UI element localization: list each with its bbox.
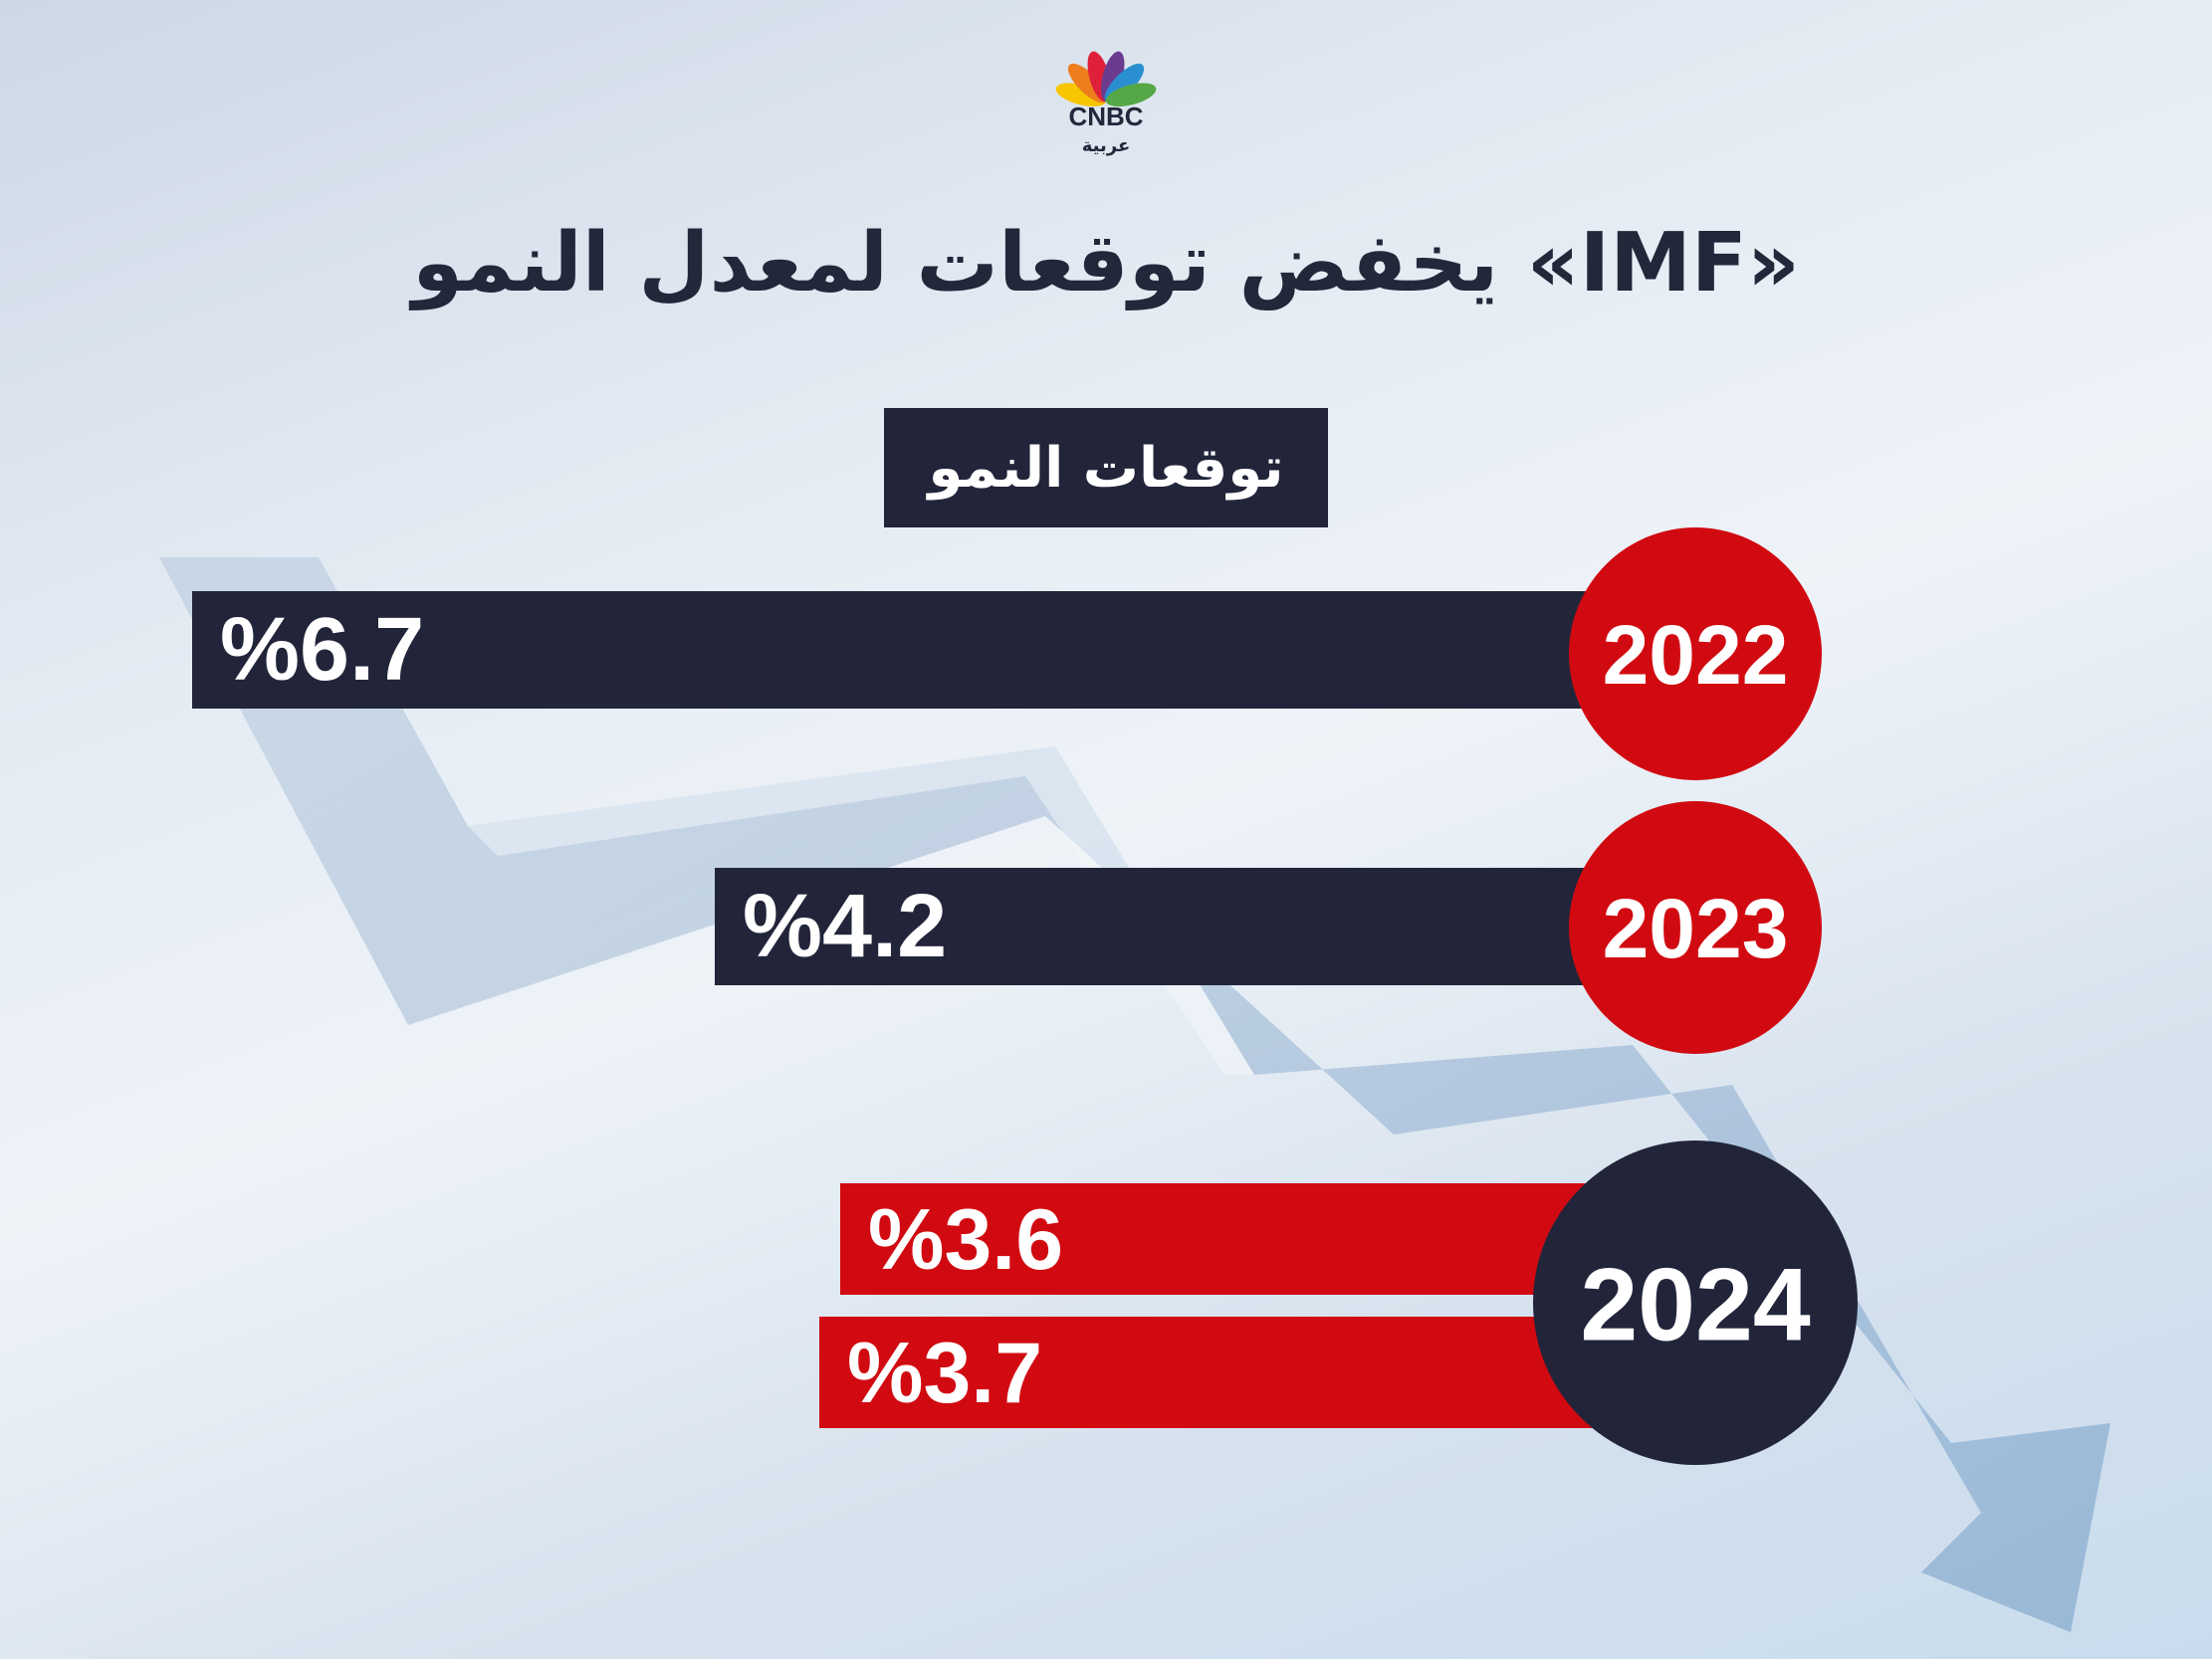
bar [840,1183,1593,1295]
peacock-icon [1055,51,1157,107]
year-label: 2024 [1580,1247,1811,1362]
logo-text: CNBC [1068,102,1143,131]
bar [192,591,1593,709]
bar [819,1317,1593,1428]
peacock-feather [1105,83,1157,107]
bar-value-label: %3.7 [847,1326,1042,1421]
bar-value-label: %3.6 [868,1192,1063,1288]
year-label: 2023 [1603,882,1789,975]
page-title: «IMF» يخفض توقعات لمعدل النمو [412,216,1800,311]
bar-value-label: %4.2 [743,877,947,976]
year-label: 2022 [1603,608,1789,702]
bar-value-label: %6.7 [220,600,424,700]
cnbc-arabia-logo: CNBC عربية [1055,51,1157,156]
growth-forecast-label: توقعات النمو [884,408,1328,527]
logo-subtext: عربية [1082,135,1131,156]
year-circle [1569,801,1822,1054]
bar [715,868,1593,985]
year-circle [1569,527,1822,780]
year-circle [1533,1141,1858,1465]
